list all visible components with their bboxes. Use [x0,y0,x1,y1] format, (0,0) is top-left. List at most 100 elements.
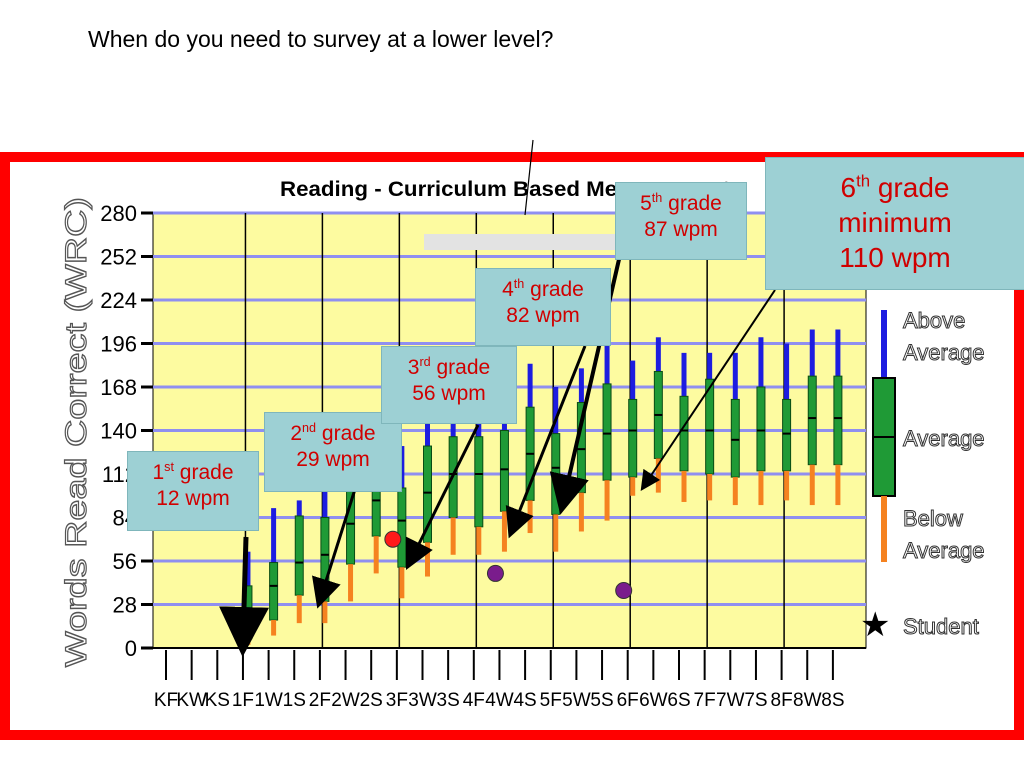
callout-arrow [312,485,358,609]
x-tick-label: 7W [716,690,745,711]
callout-grade-number: 1 [152,461,165,484]
box-average [782,398,792,472]
box-average [807,375,817,466]
x-tick-label: 1F [232,690,254,711]
x-tick-label: 8F [771,690,793,711]
x-tick-label: KF [154,690,178,711]
student-point [486,564,504,582]
callout-grade-suffix: st [164,460,174,474]
callout-grade-number: 6 [840,172,857,203]
callout-wpm: 56 wpm [412,382,486,406]
callout-grade-number: 5 [640,192,652,215]
callout-grade-suffix: nd [302,421,317,435]
callout-grade-5: 5th grade 87 wpm [615,182,747,260]
x-tick-label: 1S [283,690,306,711]
x-tick-label: 7F [694,690,716,711]
student-point [615,582,633,600]
x-tick-label: KS [205,690,230,711]
box-8-f [782,343,792,501]
x-tick-label: 2S [360,690,383,711]
box-8-s [833,329,843,506]
callout-arrow [405,424,480,571]
callout-wpm: 82 wpm [506,304,580,328]
callout-grade-label: grade [877,172,950,203]
x-tick-label: 6S [667,690,690,711]
callout-grade-suffix: th [651,191,663,205]
x-tick-label: 5F [540,690,562,711]
student-point [384,530,402,548]
box-average [474,436,484,528]
box-average [602,383,612,481]
x-tick-label: 3W [408,690,437,711]
box-average [679,395,689,472]
callout-minimum: minimum [838,207,952,238]
callout-grade-label: grade [530,278,584,301]
callout-grade-2: 2nd grade 29 wpm [264,412,402,492]
callout-grade-label: grade [179,461,234,484]
box-7-w [730,352,740,506]
box-5-s [602,341,612,521]
box-average [833,375,843,466]
callout-grade-number: 3 [407,356,420,379]
callout-grade-suffix: rd [419,355,431,369]
callout-arrow [640,289,776,491]
x-tick-label: 8W [793,690,822,711]
callout-grade-number: 2 [290,422,303,445]
y-tick-label: 56 [113,549,137,574]
x-tick-label: 2W [331,690,360,711]
x-tick-label: 4W [485,690,514,711]
x-tick-label: 6F [617,690,639,711]
callout-grade-1: 1st grade 12 wpm [127,451,259,531]
x-tick-label: 8S [821,690,844,711]
legend-student-mark: ★ [860,605,890,645]
y-tick-label: 224 [100,288,137,313]
callout-arrow [505,345,587,539]
x-tick-label: 4S [513,690,536,711]
callout-grade-label: grade [668,192,722,215]
y-tick-label: 196 [100,332,137,357]
box-1-s [294,500,304,624]
x-tick-label: 5W [562,690,591,711]
callout-wpm: 110 wpm [839,242,951,273]
y-tick-label: 140 [100,419,137,444]
callout-grade-6: 6th grade minimum 110 wpm [765,157,1024,290]
box-8-w [807,329,817,506]
y-tick-label: 168 [100,375,137,400]
box-average [551,433,561,515]
callout-wpm: 87 wpm [644,218,718,242]
callout-grade-label: grade [436,356,491,379]
callout-grade-label: grade [321,422,376,445]
x-tick-label: 3F [386,690,408,711]
x-tick-label: 3S [437,690,460,711]
box-average [628,398,638,478]
box-average [269,562,279,621]
callout-grade-number: 4 [502,278,514,301]
x-tick-label: 7S [744,690,767,711]
box-6-f [628,360,638,496]
x-tick-label: KW [176,690,207,711]
callout-wpm: 29 wpm [296,448,370,472]
y-axis-label: Words Read Correct (WRC) [60,197,93,667]
y-tick-label: 0 [125,636,137,661]
pointer-line [524,139,534,216]
box-average [730,398,740,478]
callout-arrow [219,536,269,657]
legend-average-label: Average [903,426,985,451]
legend-student-label: Student [903,614,979,639]
x-tick-label: 4F [463,690,485,711]
box-average [397,487,407,568]
callout-grade-suffix: th [856,171,871,191]
box-7-s [756,337,766,506]
legend-below-label: Below Average [903,506,985,563]
y-tick-label: 280 [100,201,137,226]
box-7-f [705,352,715,501]
x-tick-label: 1W [254,690,283,711]
box-1-w [269,508,279,636]
box-6-s [679,352,689,502]
callout-wpm: 12 wpm [156,487,230,511]
callout-grade-4: 4th grade 82 wpm [475,268,611,346]
callout-grade-3: 3rd grade 56 wpm [381,346,517,424]
box-average [499,430,509,512]
y-tick-label: 28 [113,593,137,618]
box-average [294,515,304,596]
